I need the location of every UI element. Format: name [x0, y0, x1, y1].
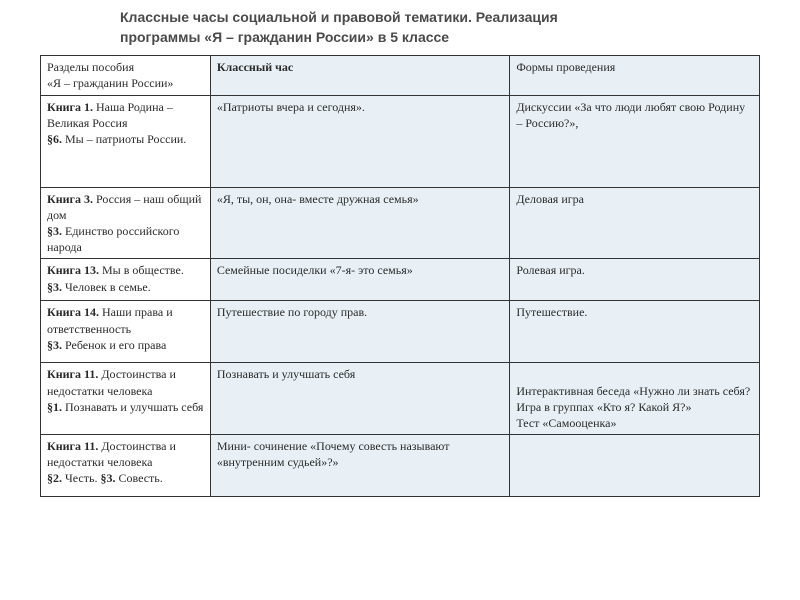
cell-lesson: «Я, ты, он, она- вместе дружная семья» — [210, 187, 510, 259]
header-col3: Формы проведения — [510, 56, 760, 95]
table-row: Книга 1. Наша Родина – Великая Россия §6… — [41, 95, 760, 187]
table-row: Книга 14. Наши права и ответственность §… — [41, 301, 760, 363]
header-col3-text: Формы проведения — [516, 60, 615, 74]
cell-section: Книга 14. Наши права и ответственность §… — [41, 301, 211, 363]
header-col1-b: «Я – гражданин России» — [47, 76, 173, 90]
cell-form: Ролевая игра. — [510, 259, 760, 301]
cell-form: Деловая игра — [510, 187, 760, 259]
table-row: Книга 13. Мы в обществе. §3. Человек в с… — [41, 259, 760, 301]
cell-lesson: Путешествие по городу прав. — [210, 301, 510, 363]
header-col2: Классный час — [210, 56, 510, 95]
cell-section: Книга 3. Россия – наш общий дом §3. Един… — [41, 187, 211, 259]
header-col1: Разделы пособия «Я – гражданин России» — [41, 56, 211, 95]
cell-section: Книга 11. Достоинства и недостатки челов… — [41, 435, 211, 497]
page-title: Классные часы социальной и правовой тема… — [0, 0, 800, 55]
title-line1: Классные часы социальной и правовой тема… — [120, 9, 558, 25]
table-header-row: Разделы пособия «Я – гражданин России» К… — [41, 56, 760, 95]
header-col2-text: Классный час — [217, 60, 293, 74]
table-row: Книга 11. Достоинства и недостатки челов… — [41, 363, 760, 435]
cell-lesson: Мини- сочинение «Почему совесть называют… — [210, 435, 510, 497]
table-row: Книга 11. Достоинства и недостатки челов… — [41, 435, 760, 497]
cell-lesson: Семейные посиделки «7-я- это семья» — [210, 259, 510, 301]
cell-form: Путешествие. — [510, 301, 760, 363]
cell-section: Книга 1. Наша Родина – Великая Россия §6… — [41, 95, 211, 187]
table-container: Разделы пособия «Я – гражданин России» К… — [0, 55, 800, 497]
cell-lesson: «Патриоты вчера и сегодня». — [210, 95, 510, 187]
cell-section: Книга 11. Достоинства и недостатки челов… — [41, 363, 211, 435]
cell-lesson: Познавать и улучшать себя — [210, 363, 510, 435]
cell-form: Интерактивная беседа «Нужно ли знать себ… — [510, 363, 760, 435]
curriculum-table: Разделы пособия «Я – гражданин России» К… — [40, 55, 760, 497]
title-line2: программы «Я – гражданин России» в 5 кла… — [120, 29, 449, 45]
cell-form — [510, 435, 760, 497]
header-col1-a: Разделы пособия — [47, 60, 134, 74]
table-row: Книга 3. Россия – наш общий дом §3. Един… — [41, 187, 760, 259]
cell-form: Дискуссии «За что люди любят свою Родину… — [510, 95, 760, 187]
cell-section: Книга 13. Мы в обществе. §3. Человек в с… — [41, 259, 211, 301]
